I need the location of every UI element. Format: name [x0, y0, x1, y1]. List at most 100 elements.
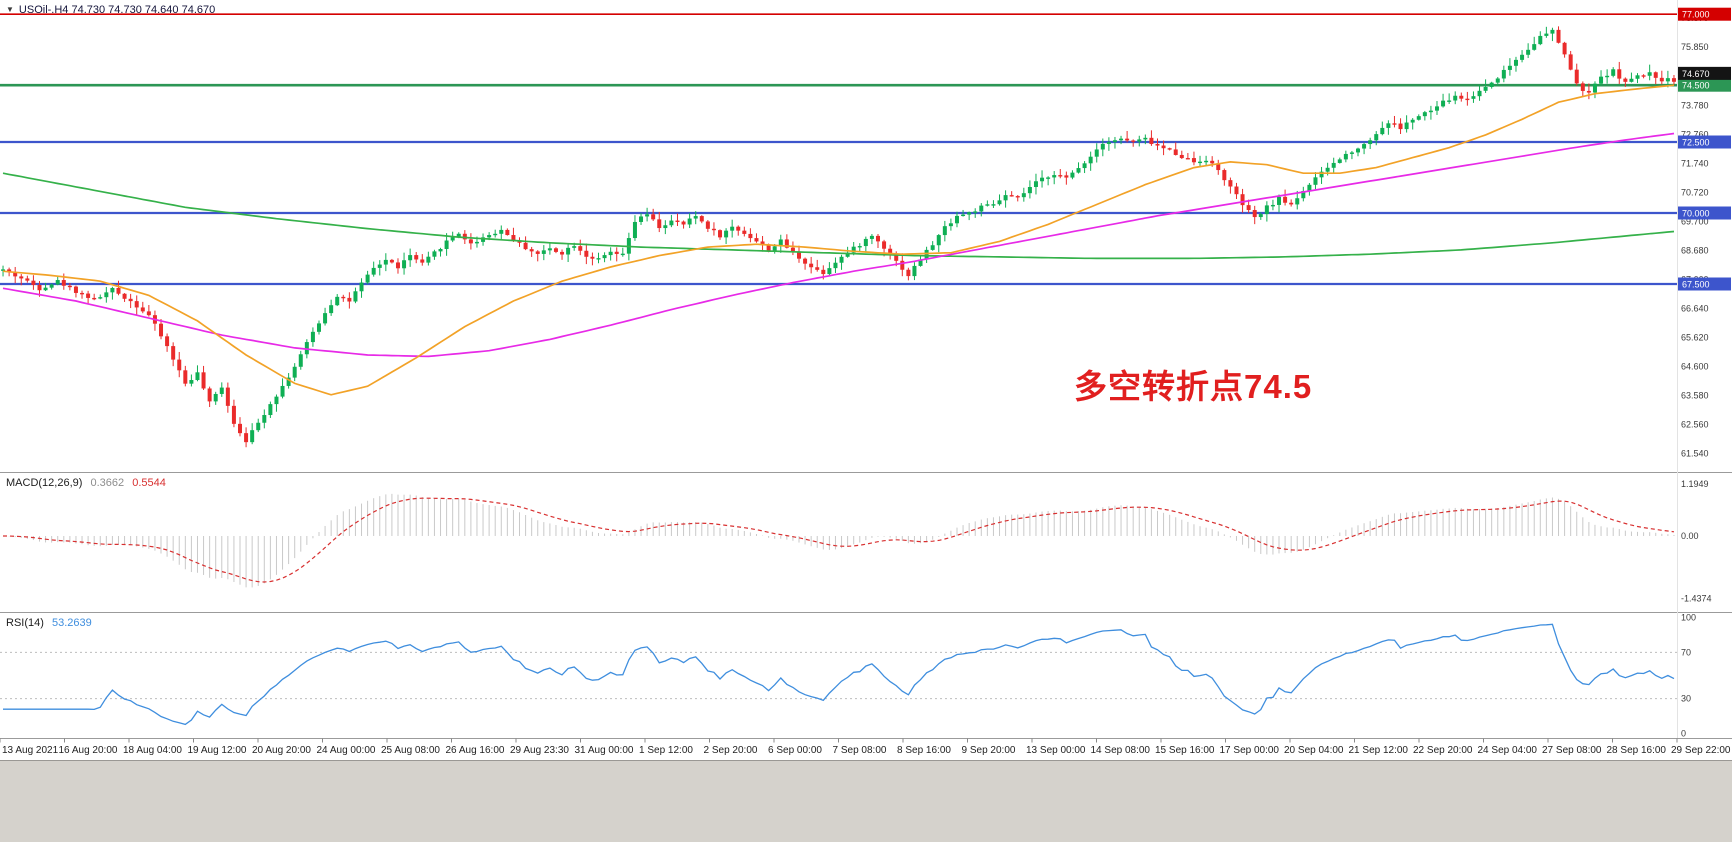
candle-body — [821, 269, 826, 275]
candle-body — [1635, 75, 1640, 79]
candle-body — [620, 253, 625, 256]
candle-body — [632, 221, 637, 239]
candle-body — [1021, 193, 1026, 198]
candle-body — [1234, 186, 1239, 195]
candle-body — [590, 256, 595, 259]
candle-body — [790, 247, 795, 252]
candle-body — [25, 278, 30, 281]
collapse-triangle-icon[interactable]: ▼ — [6, 5, 14, 14]
time-axis-label: 20 Sep 04:00 — [1284, 745, 1344, 756]
candle-body — [1671, 78, 1676, 82]
candle-body — [225, 387, 230, 406]
candle-body — [359, 282, 364, 292]
candle-body — [1289, 202, 1294, 205]
rsi-axis-label: 30 — [1681, 694, 1691, 704]
candle-body — [1131, 140, 1136, 142]
candle-body — [596, 258, 601, 260]
candle-body — [1343, 153, 1348, 160]
candle-body — [329, 305, 334, 314]
price-tag-74.670: 74.670 — [1678, 66, 1731, 80]
macd-name: MACD(12,26,9) — [6, 477, 83, 489]
candle-body — [1368, 140, 1373, 145]
candle-body — [1495, 78, 1500, 83]
candle-body — [1149, 137, 1154, 145]
time-axis-label: 25 Aug 08:00 — [381, 745, 440, 756]
candle-body — [1173, 149, 1178, 155]
candle-body — [748, 233, 753, 239]
candle-body — [560, 251, 565, 255]
candle-body — [1331, 162, 1336, 168]
candle-body — [705, 221, 710, 229]
candle-body — [128, 298, 133, 302]
candle-body — [116, 287, 121, 294]
candle-body — [1040, 177, 1045, 182]
candle-body — [1009, 195, 1014, 197]
candle-body — [535, 251, 540, 254]
candle-body — [13, 271, 18, 277]
candle-body — [778, 239, 783, 247]
candle-body — [578, 246, 583, 251]
candle-body — [918, 259, 923, 266]
candle-body — [432, 251, 437, 257]
candle-body — [286, 377, 291, 386]
candle-body — [523, 242, 528, 250]
candle-body — [159, 323, 164, 337]
price-axis-label: 63.580 — [1681, 390, 1709, 400]
candle-body — [882, 241, 887, 249]
chart-canvas[interactable]: 1.19490.00-1.43741007030076.87075.85073.… — [0, 0, 1732, 760]
candle-body — [1580, 83, 1585, 91]
candle-body — [1325, 167, 1330, 172]
candle-body — [1532, 44, 1537, 50]
chart-text-annotation[interactable]: 多空转折点74.5 — [1074, 368, 1313, 405]
candle-body — [736, 226, 741, 231]
candle-body — [140, 307, 145, 312]
candle-body — [341, 296, 346, 299]
candle-body — [1337, 159, 1342, 163]
time-axis-label: 9 Sep 20:00 — [962, 745, 1016, 756]
candle-body — [760, 241, 765, 245]
candle-body — [1046, 177, 1051, 179]
candle-body — [608, 251, 613, 256]
candle-body — [906, 269, 911, 277]
candle-body — [1258, 214, 1263, 218]
candle-body — [183, 370, 188, 384]
candle-body — [1033, 181, 1038, 188]
macd-main-value: 0.3662 — [90, 477, 125, 489]
candle-body — [268, 404, 273, 416]
candle-body — [815, 267, 820, 270]
candle-body — [1167, 148, 1172, 150]
candle-body — [511, 235, 516, 241]
time-axis[interactable]: 13 Aug 2021 16 Aug 20:00 18 Aug 04:00 19 Au… — [0, 738, 1731, 757]
candle-body — [651, 214, 656, 220]
candle-body — [347, 297, 352, 302]
candle-body — [1434, 106, 1439, 111]
candle-body — [389, 259, 394, 263]
time-axis-label: 31 Aug 00:00 — [575, 745, 634, 756]
candle-body — [809, 263, 814, 268]
candle-body — [1088, 156, 1093, 164]
candle-body — [1477, 90, 1482, 97]
candle-body — [1556, 29, 1561, 43]
candle-body — [426, 256, 431, 263]
price-axis-label: 64.600 — [1681, 361, 1709, 371]
candle-body — [408, 255, 413, 261]
price-axis-label: 69.700 — [1681, 217, 1709, 227]
price-tag-text: 74.500 — [1682, 81, 1710, 91]
candle-body — [1641, 75, 1646, 77]
time-axis-label: 13 Aug 2021 — [2, 745, 59, 756]
candle-body — [1592, 83, 1597, 93]
candle-body — [468, 239, 473, 244]
candle-body — [1112, 140, 1117, 143]
time-axis-label: 24 Sep 04:00 — [1478, 745, 1538, 756]
candle-body — [1483, 86, 1488, 91]
candle-body — [177, 359, 182, 371]
candle-body — [839, 256, 844, 263]
candle-body — [1665, 78, 1670, 82]
candle-body — [827, 268, 832, 275]
candle-body — [517, 240, 522, 243]
time-axis-label: 20 Aug 20:00 — [252, 745, 311, 756]
candle-body — [1659, 77, 1664, 82]
time-axis-label: 6 Sep 00:00 — [768, 745, 822, 756]
candle-body — [195, 372, 200, 381]
price-tag-70.000: 70.000 — [1678, 206, 1731, 220]
